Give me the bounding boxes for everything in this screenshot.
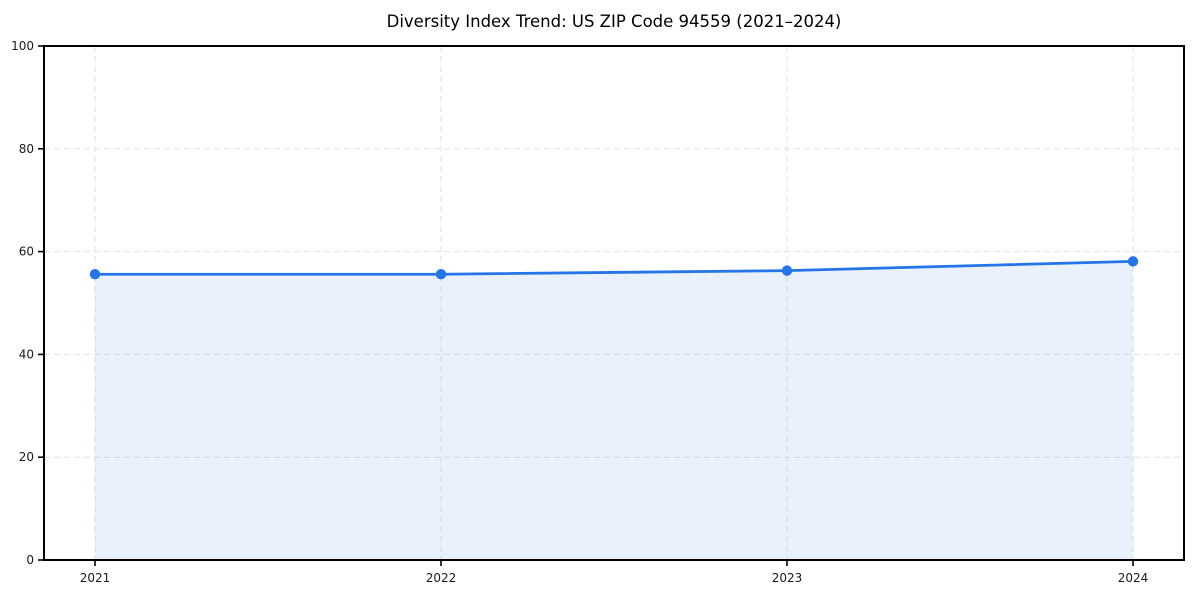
trend-line: [93, 259, 1135, 276]
data-point-marker: [1127, 256, 1139, 267]
data-point-marker: [435, 269, 447, 280]
x-tick-label: 2022: [426, 571, 457, 585]
chart-title: Diversity Index Trend: US ZIP Code 94559…: [387, 12, 842, 31]
y-tick-label: 0: [26, 553, 34, 567]
area-fill: [95, 261, 1133, 560]
y-tick-label: 100: [11, 39, 34, 53]
plot-spines: [43, 45, 1185, 561]
x-tick-label: 2024: [1118, 571, 1149, 585]
y-tick-label: 60: [19, 245, 34, 259]
y-tick-label: 80: [19, 142, 34, 156]
x-tick-label: 2021: [80, 571, 111, 585]
plot-layer: 0 20 40 60 80 100 2021 2022 2023 2024: [11, 39, 1185, 585]
data-point-marker: [89, 269, 101, 280]
x-tick-label: 2023: [772, 571, 803, 585]
data-point-marker: [781, 265, 793, 276]
y-tick-label: 40: [19, 347, 34, 361]
y-tick-label: 20: [19, 450, 34, 464]
